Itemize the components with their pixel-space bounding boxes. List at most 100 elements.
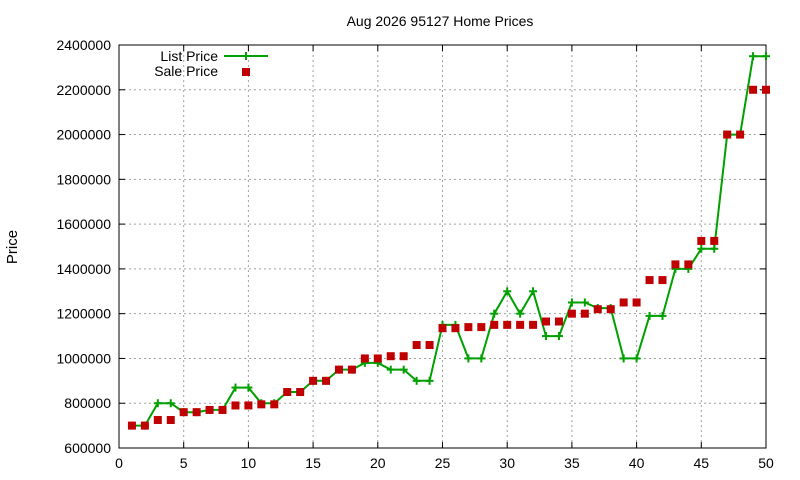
sale-price-point	[438, 324, 447, 333]
x-tick-label: 10	[241, 455, 257, 471]
sale-price-point	[347, 365, 356, 374]
list-price-point	[231, 383, 240, 392]
list-price-point	[516, 309, 525, 318]
legend-sale-marker	[242, 68, 250, 76]
sale-price-point	[451, 324, 460, 333]
sale-price-point	[179, 408, 188, 417]
sale-price-point	[671, 260, 680, 269]
sale-price-point	[127, 421, 136, 430]
list-price-point	[697, 244, 706, 253]
x-tick-label: 35	[564, 455, 580, 471]
list-price-point	[412, 376, 421, 385]
list-price-point	[490, 309, 499, 318]
legend-sale-label: Sale Price	[154, 63, 218, 79]
sale-price-point	[554, 317, 563, 326]
sale-price-point	[762, 85, 770, 94]
sale-price-point	[580, 309, 589, 318]
list-price-point	[542, 332, 551, 341]
x-tick-label: 45	[694, 455, 710, 471]
list-price-point	[658, 311, 667, 320]
y-tick-label: 2400000	[56, 37, 111, 53]
list-price-point	[580, 298, 589, 307]
sale-price-point	[490, 320, 499, 329]
sale-price-point	[736, 130, 745, 139]
x-tick-label: 0	[115, 455, 123, 471]
y-tick-label: 2200000	[56, 82, 111, 98]
x-tick-label: 15	[305, 455, 321, 471]
sale-price-point	[205, 405, 214, 414]
y-tick-label: 1800000	[56, 171, 111, 187]
list-price-point	[244, 383, 253, 392]
sale-price-point	[140, 421, 149, 430]
sale-price-point	[645, 276, 654, 285]
sale-price-point	[425, 341, 434, 350]
sale-price-point	[244, 401, 253, 410]
y-axis-label: Price	[4, 230, 21, 264]
sale-price-point	[270, 400, 279, 409]
list-price-point	[153, 399, 162, 408]
x-tick-label: 30	[499, 455, 515, 471]
sale-price-point	[632, 298, 641, 307]
list-price-point	[425, 376, 434, 385]
x-axis-ticks: 0 5 10 15 20 25 30 35 40 45 50	[115, 45, 774, 471]
sale-price-point	[710, 236, 719, 245]
y-tick-label: 600000	[64, 440, 111, 456]
sale-price-point	[334, 365, 343, 374]
sale-price-point	[697, 236, 706, 245]
list-price-point	[619, 354, 628, 363]
sale-price-point	[684, 260, 693, 269]
sale-price-point	[322, 376, 331, 385]
x-tick-label: 40	[629, 455, 645, 471]
list-price-point	[645, 311, 654, 320]
sale-price-point	[477, 323, 486, 332]
sale-price-point	[412, 341, 421, 350]
sale-price-point	[567, 309, 576, 318]
y-tick-label: 1400000	[56, 261, 111, 277]
list-price-point	[710, 244, 719, 253]
sale-price-point	[386, 352, 395, 361]
legend-list-label: List Price	[160, 48, 218, 64]
list-price-point	[762, 52, 770, 61]
sale-price-point	[192, 408, 201, 417]
sale-price-point	[542, 317, 551, 326]
sale-price-point	[257, 400, 266, 409]
list-price-point	[166, 399, 175, 408]
list-price-point	[477, 354, 486, 363]
x-tick-label: 50	[758, 455, 774, 471]
list-price-point	[464, 354, 473, 363]
chart-title: Aug 2026 95127 Home Prices	[347, 13, 534, 29]
list-price-point	[399, 365, 408, 374]
x-tick-label: 25	[435, 455, 451, 471]
sale-price-point	[593, 305, 602, 314]
sale-price-point	[529, 320, 538, 329]
list-price-point	[567, 298, 576, 307]
list-price-point	[554, 332, 563, 341]
sale-price-point	[231, 401, 240, 410]
sale-price-point	[166, 416, 175, 425]
list-price-line	[131, 55, 766, 427]
list-price-point	[529, 287, 538, 296]
sale-price-point	[309, 376, 318, 385]
sale-price-point	[296, 388, 305, 397]
sale-price-point	[723, 130, 732, 139]
list-price-point	[749, 52, 758, 61]
y-tick-label: 1600000	[56, 216, 111, 232]
y-tick-label: 1000000	[56, 350, 111, 366]
sale-price-point	[658, 276, 667, 285]
sale-price-point	[153, 416, 162, 425]
sale-price-point	[373, 354, 382, 363]
x-tick-label: 20	[370, 455, 386, 471]
sale-price-point	[399, 352, 408, 361]
sale-price-point	[503, 320, 512, 329]
list-price-point	[386, 365, 395, 374]
plot-frame	[118, 44, 767, 449]
sale-price-point	[360, 354, 369, 363]
sale-price-point	[619, 298, 628, 307]
list-price-point	[503, 287, 512, 296]
sale-price-point	[606, 305, 615, 314]
sale-price-point	[464, 323, 473, 332]
grid	[119, 45, 766, 448]
x-tick-label: 5	[180, 455, 188, 471]
sale-price-point	[516, 320, 525, 329]
